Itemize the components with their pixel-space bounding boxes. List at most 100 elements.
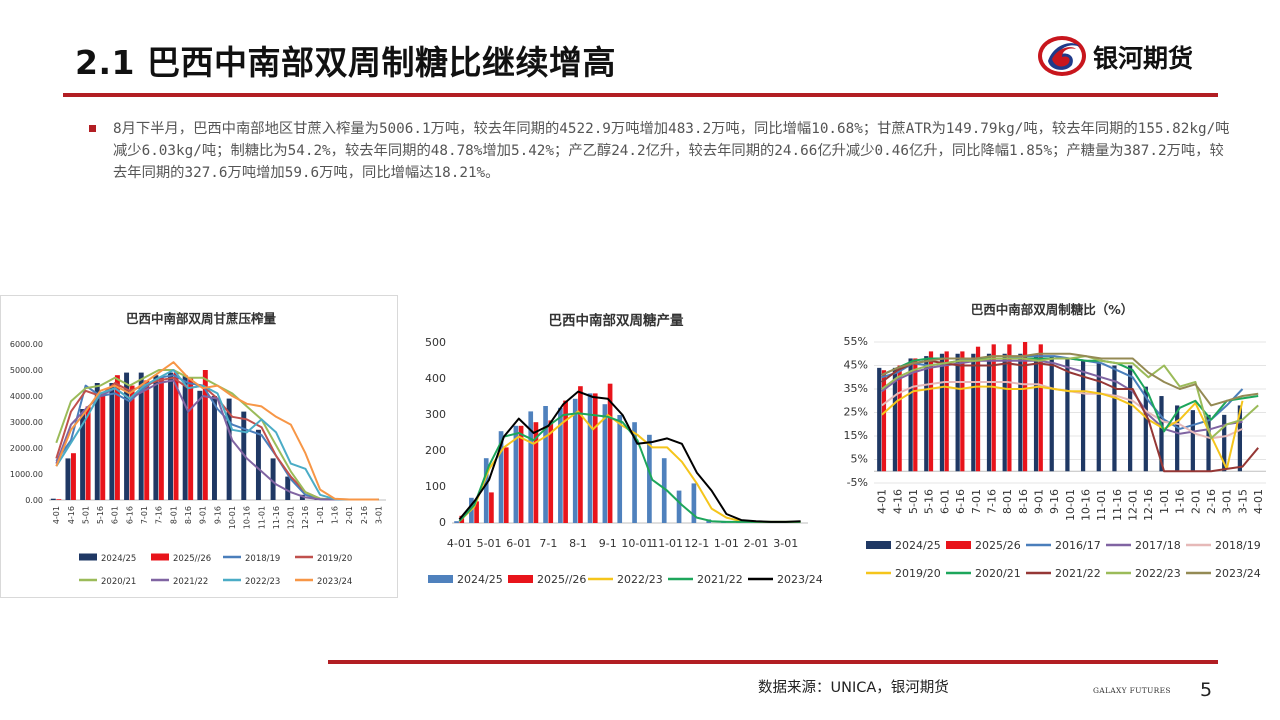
bar — [70, 453, 76, 500]
x-tick-label: 12-16 — [1142, 489, 1155, 521]
y-tick-label: 100 — [425, 480, 446, 493]
bar — [1033, 353, 1039, 472]
bar — [285, 476, 291, 500]
legend-label: 2025//26 — [173, 554, 211, 564]
bar — [518, 425, 524, 523]
legend-swatch — [151, 553, 169, 561]
bar — [85, 406, 91, 500]
legend-label: 2018/19 — [245, 554, 280, 564]
bar — [1159, 396, 1164, 472]
x-tick-label: 3-01 — [1221, 489, 1234, 514]
x-tick-label: 12-01 — [287, 506, 296, 529]
bar — [513, 425, 519, 523]
chart-title: 巴西中南部双周糖产量 — [549, 312, 684, 329]
page-number: 5 — [1200, 679, 1213, 701]
x-tick-label: 1-16 — [1174, 489, 1187, 514]
legend-label: 2025/26 — [975, 539, 1021, 552]
bar — [558, 407, 563, 523]
bar — [153, 375, 159, 500]
bar — [129, 385, 135, 500]
bar — [168, 372, 173, 500]
x-tick-label: 4-01 — [876, 489, 889, 514]
series-line — [881, 357, 1259, 433]
legend-swatch — [866, 541, 891, 549]
bar — [892, 367, 898, 472]
y-tick-label: 35% — [844, 382, 868, 395]
y-tick-label: 25% — [844, 406, 868, 419]
x-tick-label: 5-01 — [81, 506, 90, 524]
bar — [578, 386, 583, 523]
bar — [1065, 358, 1070, 472]
series-line — [55, 361, 379, 501]
x-tick-label: 11-01 — [651, 537, 683, 550]
x-tick-label: 8-1 — [569, 537, 587, 550]
bar — [1007, 344, 1012, 472]
x-tick-label: 12-1 — [684, 537, 709, 550]
bar — [56, 499, 62, 500]
x-tick-label: 2-16 — [1205, 489, 1218, 514]
bar — [897, 365, 902, 472]
chart-cane-crush: 巴西中南部双周甘蔗压榨量 0.00 1000.00 2000.00 3000.00 400… — [0, 295, 398, 598]
y-tick-label: 0 — [439, 516, 446, 529]
bar — [548, 420, 554, 523]
bar — [986, 353, 992, 472]
page-title: 2.1 巴西中南部双周制糖比继续增高 — [75, 43, 616, 82]
x-tick-label: 5-01 — [477, 537, 502, 550]
chart-sugar-output: 巴西中南部双周糖产量 0 100 200 300 400 500 4-01 5-01 6-01 7-… — [410, 295, 830, 598]
bar — [212, 396, 217, 500]
x-tick-label: 6-16 — [954, 489, 967, 514]
series-line — [881, 359, 1243, 435]
legend-label: 2021/22 — [1055, 567, 1101, 580]
bar — [109, 383, 115, 500]
x-tick-label: 11-01 — [1095, 489, 1108, 521]
bar — [202, 370, 208, 500]
legend-label: 2021/22 — [697, 573, 743, 586]
legend-label: 2023/24 — [317, 577, 352, 587]
bar — [1143, 386, 1148, 472]
bar — [1190, 410, 1195, 472]
x-tick-label: 5-16 — [96, 506, 105, 524]
bar — [299, 494, 305, 500]
x-tick-label: 5-01 — [907, 489, 920, 514]
bar — [100, 396, 106, 500]
x-tick-label: 4-01 — [52, 506, 61, 524]
y-tick-label: 500 — [425, 336, 446, 349]
bar — [270, 458, 276, 500]
bar — [971, 353, 976, 472]
x-tick-label: 1-01 — [1158, 489, 1171, 514]
x-tick-label: 4-16 — [67, 506, 76, 524]
bar — [676, 490, 682, 523]
x-tick-label: 2-01 — [345, 506, 354, 524]
x-tick-label: 12-16 — [301, 506, 310, 529]
bar — [1112, 365, 1117, 472]
bar — [955, 353, 960, 472]
galaxy-logo-icon — [1038, 36, 1086, 76]
series-line — [458, 390, 801, 523]
y-tick-label: 5000.00 — [10, 366, 43, 375]
y-tick-label: 300 — [425, 408, 446, 421]
galaxy-logo — [1036, 33, 1226, 79]
x-tick-label: 7-1 — [539, 537, 557, 550]
bar — [474, 501, 479, 523]
chart-sugar-mix: 巴西中南部双周制糖比（%） -5% 5% 15% 25% 35% 45% 55% 4-01 4-1… — [830, 290, 1280, 600]
chart-title: 巴西中南部双周制糖比（%） — [971, 302, 1134, 317]
y-tick-label: 1000.00 — [10, 470, 43, 479]
x-tick-label: 2-16 — [360, 506, 369, 524]
x-tick-label: 5-16 — [923, 489, 936, 514]
bar — [661, 458, 667, 523]
x-tick-label: 11-16 — [1111, 489, 1124, 521]
header-divider — [63, 93, 1218, 97]
footer-brand: GALAXY FUTURES — [1093, 686, 1171, 695]
x-tick-label: 10-16 — [1080, 489, 1093, 521]
bar — [1018, 353, 1023, 472]
bar — [533, 422, 539, 523]
footer-divider — [328, 660, 1218, 664]
legend-label: 2017/18 — [1135, 539, 1181, 552]
bar — [188, 377, 194, 500]
x-tick-label: 6-01 — [938, 489, 951, 514]
legend-label: 2019/20 — [895, 567, 941, 580]
x-tick-label: 9-1 — [599, 537, 617, 550]
y-tick-label: 200 — [425, 444, 446, 457]
y-tick-label: 4000.00 — [10, 392, 43, 401]
y-tick-label: 3000.00 — [10, 418, 43, 427]
